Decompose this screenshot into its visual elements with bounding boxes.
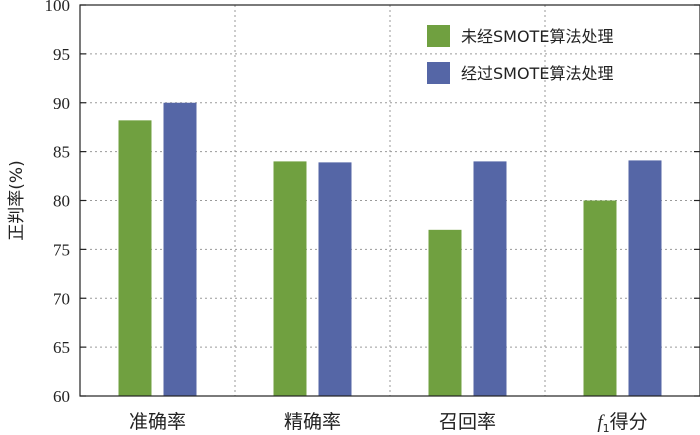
x-axis-categories: 准确率 精确率 召回率 f1得分 <box>129 411 648 435</box>
bar-1-3 <box>428 229 462 396</box>
y-axis-ticks: 60 65 70 75 80 85 90 95 100 <box>45 0 700 406</box>
bars <box>118 102 662 396</box>
legend-swatch <box>427 62 450 84</box>
y-tick-label: 70 <box>53 289 70 308</box>
x-category-label: 召回率 <box>439 411 496 433</box>
y-tick-label: 60 <box>53 387 70 406</box>
bar-1-2 <box>273 161 307 396</box>
y-tick-label: 65 <box>53 338 70 357</box>
bar-2-3 <box>473 161 507 396</box>
bar-2-2 <box>318 162 352 396</box>
x-category-label: 准确率 <box>129 411 186 433</box>
bar-1-4 <box>583 200 617 396</box>
y-tick-label: 75 <box>53 240 70 259</box>
x-category-label: 精确率 <box>284 411 341 433</box>
y-tick-label: 90 <box>53 94 70 113</box>
legend-swatch <box>427 25 450 47</box>
y-tick-label: 85 <box>53 143 70 162</box>
y-axis-label: 正判率(%) <box>7 160 27 240</box>
y-tick-label: 95 <box>53 45 70 64</box>
legend-label: 未经SMOTE算法处理 <box>461 27 613 46</box>
bar-1-1 <box>118 120 152 396</box>
bar-2-1 <box>163 102 197 396</box>
legend-label: 经过SMOTE算法处理 <box>461 64 613 83</box>
y-tick-label: 80 <box>53 192 70 211</box>
y-tick-label: 100 <box>45 0 71 15</box>
x-category-label: f1得分 <box>597 411 647 435</box>
bar-2-4 <box>628 160 662 396</box>
